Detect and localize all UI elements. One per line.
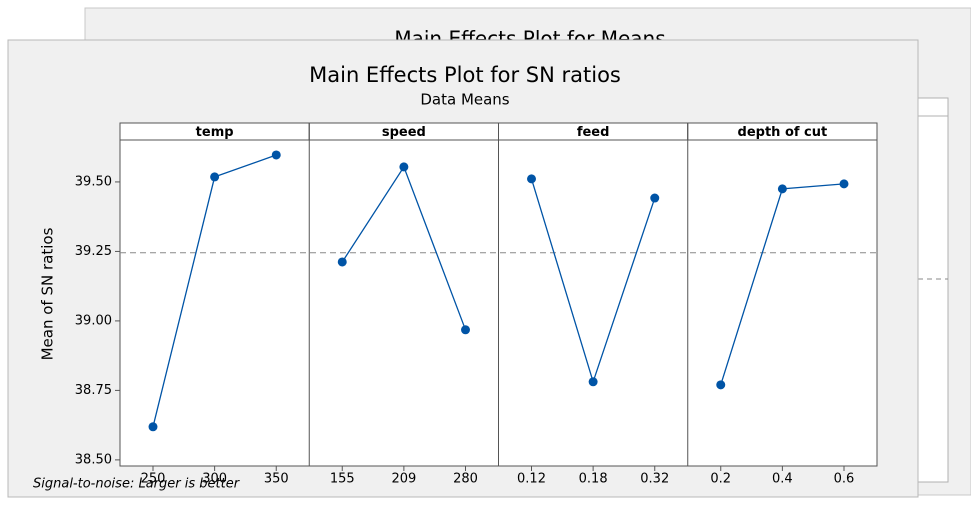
x-tick-label: 0.6 [834,472,855,487]
x-tick-label: 0.4 [772,472,793,487]
point [777,184,787,194]
x-tick-label: 280 [453,472,478,487]
y-tick-label: 39.25 [75,244,112,259]
point [461,325,470,335]
panel-title: depth of cut [738,125,828,140]
point [588,377,598,387]
chart-title: Main Effects Plot for SN ratios [309,63,621,87]
point [716,380,726,390]
y-tick-label: 38.50 [75,452,112,467]
point [527,174,536,184]
panel-title: feed [577,125,610,140]
x-tick-label: 0.12 [517,472,546,487]
chart-subtitle: Data Means [420,91,509,109]
panel-title: speed [382,125,426,140]
point [148,422,158,432]
panel-title: temp [196,125,234,140]
point [210,172,220,182]
x-tick-label: 155 [330,472,355,487]
point [271,150,281,160]
x-tick-label: 350 [264,472,289,487]
x-tick-label: 0.18 [579,472,608,487]
x-tick-label: 250 [141,472,166,487]
x-tick-label: 209 [391,472,416,487]
y-tick-label: 38.75 [75,383,112,398]
x-tick-label: 300 [202,472,227,487]
point [399,162,409,172]
y-tick-label: 39.50 [75,174,112,189]
y-axis-label: Mean of SN ratios [39,227,57,360]
plot-area: 38.50 38.75 39.00 39.25 39.50 temp 250 300 350 sp… [75,122,878,487]
x-tick-label: 0.2 [710,472,731,487]
x-tick-label: 0.32 [640,472,669,487]
y-tick-label: 39.00 [75,313,112,328]
point [650,193,660,203]
point [337,257,347,267]
background-plot [917,97,949,483]
point [839,179,849,189]
footnote: Signal-to-noise: Larger is better [33,477,241,492]
